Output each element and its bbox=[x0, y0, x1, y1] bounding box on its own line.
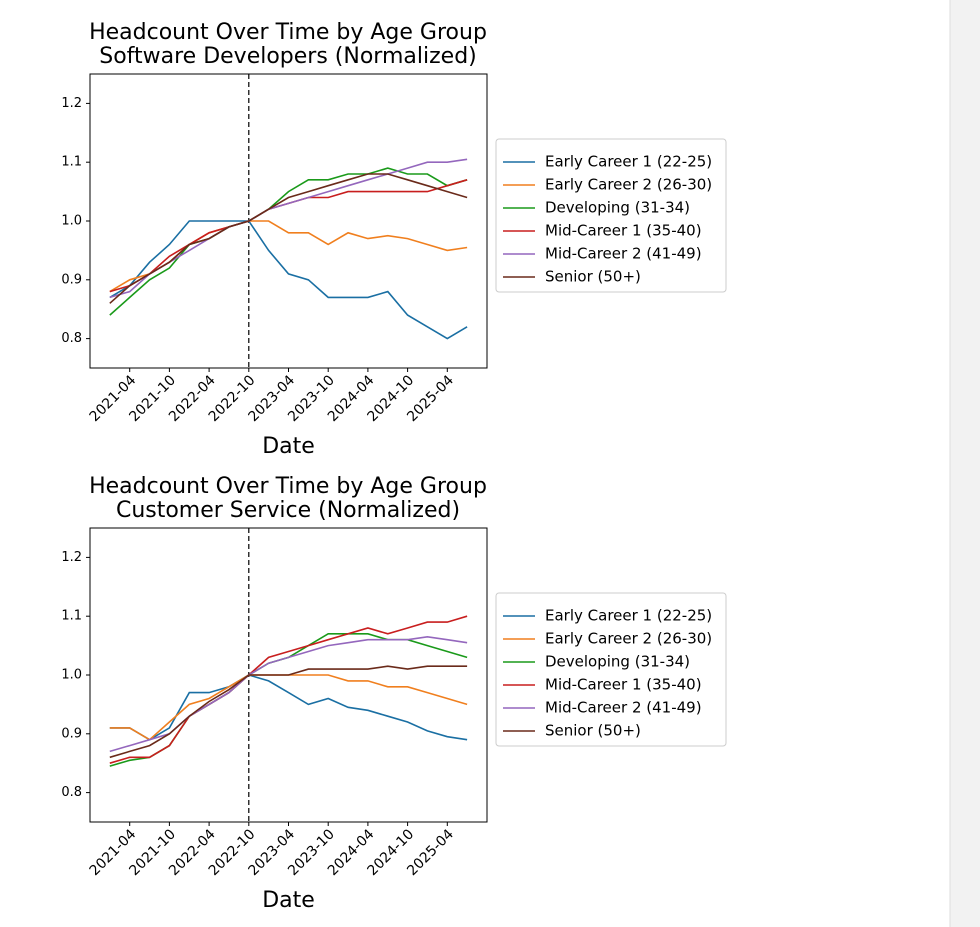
legend-label: Developing (31-34) bbox=[545, 653, 690, 671]
legend-label: Early Career 1 (22-25) bbox=[545, 153, 712, 171]
legend-label: Developing (31-34) bbox=[545, 199, 690, 217]
legend-label: Early Career 1 (22-25) bbox=[545, 607, 712, 625]
x-axis-label: Date bbox=[262, 434, 315, 459]
y-tick-label: 1.2 bbox=[61, 96, 82, 111]
legend-label: Early Career 2 (26-30) bbox=[545, 630, 712, 648]
legend-box bbox=[495, 592, 727, 747]
legend-label: Senior (50+) bbox=[545, 268, 641, 286]
y-tick-label: 1.1 bbox=[61, 155, 82, 170]
y-tick-label: 1.0 bbox=[61, 668, 82, 683]
series-line bbox=[109, 615, 468, 764]
legend-box bbox=[495, 138, 727, 293]
legend-label: Senior (50+) bbox=[545, 722, 641, 740]
chart-subtitle: Software Developers (Normalized) bbox=[99, 44, 477, 69]
plot-frame bbox=[89, 73, 488, 369]
series-line bbox=[109, 173, 468, 304]
side-strip bbox=[950, 0, 980, 927]
y-tick-label: 1.1 bbox=[61, 609, 82, 624]
legend-label: Mid-Career 1 (35-40) bbox=[545, 222, 702, 240]
series-line bbox=[109, 167, 468, 316]
y-tick-label: 0.8 bbox=[61, 331, 82, 346]
x-axis-label: Date bbox=[262, 888, 315, 913]
series-line bbox=[109, 665, 468, 759]
legend-label: Mid-Career 2 (41-49) bbox=[545, 699, 702, 717]
legend-label: Mid-Career 1 (35-40) bbox=[545, 676, 702, 694]
y-tick-label: 0.9 bbox=[61, 272, 82, 287]
legend-label: Mid-Career 2 (41-49) bbox=[545, 245, 702, 263]
legend-label: Early Career 2 (26-30) bbox=[545, 176, 712, 194]
chart-title: Headcount Over Time by Age Group bbox=[89, 20, 487, 45]
plot-frame bbox=[89, 527, 488, 823]
y-tick-label: 1.0 bbox=[61, 214, 82, 229]
series-line bbox=[109, 674, 468, 741]
y-tick-label: 1.2 bbox=[61, 550, 82, 565]
chart-title: Headcount Over Time by Age Group bbox=[89, 474, 487, 499]
y-tick-label: 0.9 bbox=[61, 726, 82, 741]
y-tick-label: 0.8 bbox=[61, 785, 82, 800]
series-line bbox=[109, 220, 468, 340]
chart-subtitle: Customer Service (Normalized) bbox=[116, 498, 460, 523]
